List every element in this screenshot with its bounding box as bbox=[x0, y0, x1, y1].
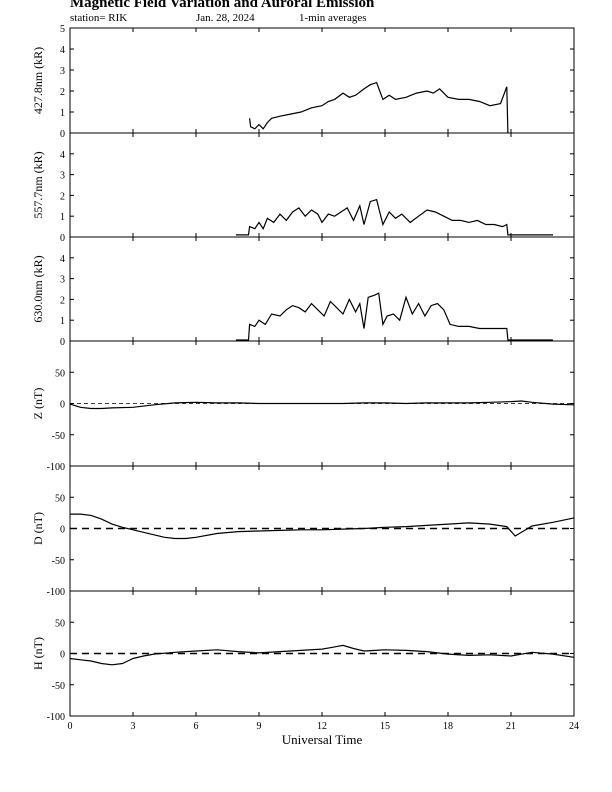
y-tick-label: 4 bbox=[60, 254, 65, 265]
x-tick-label: 18 bbox=[443, 721, 453, 732]
y-tick-label: 0 bbox=[60, 337, 65, 348]
y-tick-label: 50 bbox=[55, 368, 65, 379]
y-tick-label: 3 bbox=[60, 66, 65, 77]
y-tick-label: 2 bbox=[60, 191, 65, 202]
y-tick-label: 2 bbox=[60, 87, 65, 98]
x-tick-label: 24 bbox=[569, 721, 579, 732]
y-tick-label: 4 bbox=[60, 150, 65, 161]
y-tick-label: 0 bbox=[60, 650, 65, 661]
y-tick-label: 0 bbox=[60, 129, 65, 140]
y-tick-label: 1 bbox=[60, 316, 65, 327]
y-tick-label: 3 bbox=[60, 171, 65, 182]
y-tick-label: -100 bbox=[47, 462, 65, 473]
x-tick-label: 15 bbox=[380, 721, 390, 732]
x-tick-label: 0 bbox=[68, 721, 73, 732]
y-tick-label: 2 bbox=[60, 295, 65, 306]
averaging-label: 1-min averages bbox=[299, 12, 367, 24]
series-line bbox=[69, 644, 575, 666]
y-tick-label: 50 bbox=[55, 493, 65, 504]
y-tick-label: -100 bbox=[47, 712, 65, 723]
y-axis-label: 557.7nm (kR) bbox=[31, 151, 45, 218]
x-tick-label: 12 bbox=[317, 721, 327, 732]
series-line bbox=[235, 292, 553, 341]
x-axis-label: Universal Time bbox=[282, 732, 363, 747]
station-label: station= RIK bbox=[70, 12, 128, 24]
y-axis-label: Z (nT) bbox=[31, 388, 45, 420]
series-line bbox=[69, 400, 575, 410]
y-tick-label: -100 bbox=[47, 587, 65, 598]
y-tick-label: 3 bbox=[60, 275, 65, 286]
y-tick-label: 0 bbox=[60, 525, 65, 536]
y-tick-label: -50 bbox=[52, 431, 65, 442]
y-tick-label: 0 bbox=[60, 400, 65, 411]
y-axis-label: 427.8nm (kR) bbox=[31, 47, 45, 114]
x-tick-label: 3 bbox=[131, 721, 136, 732]
y-tick-label: 50 bbox=[55, 618, 65, 629]
y-tick-label: 0 bbox=[60, 233, 65, 244]
x-tick-label: 21 bbox=[506, 721, 516, 732]
chart-title: Magnetic Field Variation and Auroral Emi… bbox=[70, 0, 375, 11]
y-tick-label: 4 bbox=[60, 45, 65, 56]
panel-frame bbox=[69, 236, 575, 342]
y-tick-label: 5 bbox=[60, 24, 65, 35]
y-axis-label: D (nT) bbox=[31, 512, 45, 545]
y-axis-label: 630.0nm (kR) bbox=[31, 255, 45, 322]
date-label: Jan. 28, 2024 bbox=[196, 12, 255, 24]
y-tick-label: -50 bbox=[52, 556, 65, 567]
series-line bbox=[249, 81, 509, 134]
y-tick-label: 1 bbox=[60, 108, 65, 119]
series-line bbox=[235, 198, 553, 236]
y-tick-label: 1 bbox=[60, 212, 65, 223]
panel-frame bbox=[69, 27, 575, 134]
x-tick-label: 6 bbox=[194, 721, 199, 732]
series-line bbox=[70, 513, 575, 540]
x-tick-label: 9 bbox=[257, 721, 262, 732]
y-axis-label: H (nT) bbox=[31, 637, 45, 670]
y-tick-label: -50 bbox=[52, 681, 65, 692]
